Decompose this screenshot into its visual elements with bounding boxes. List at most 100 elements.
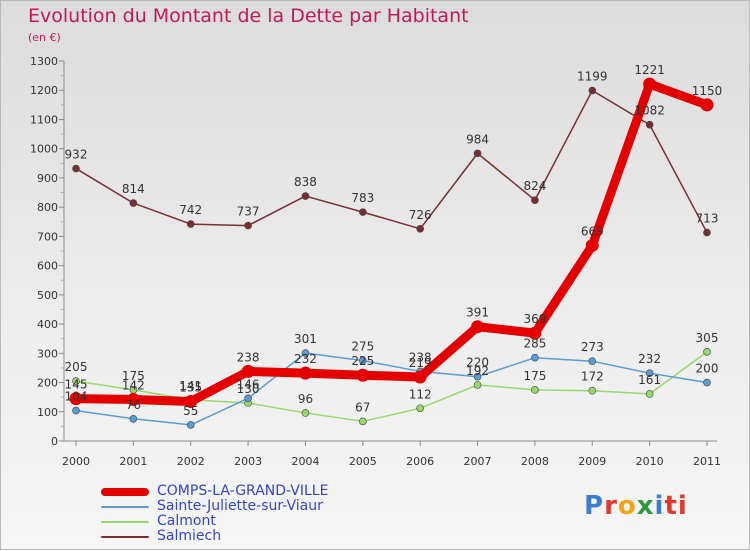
- data-point: [359, 417, 367, 426]
- legend-item: COMPS-LA-GRAND-VILLE: [101, 484, 328, 499]
- x-tick-label: 2000: [62, 455, 90, 468]
- x-tick-label: 2007: [464, 455, 492, 468]
- data-label: 96: [298, 392, 313, 406]
- x-tick-label: 2004: [291, 455, 319, 468]
- data-point: [72, 164, 80, 173]
- data-point: [186, 421, 195, 429]
- data-point: [301, 349, 310, 357]
- data-label: 135: [179, 381, 202, 395]
- data-label: 1150: [692, 84, 723, 98]
- data-point: [126, 392, 140, 406]
- legend-swatch: [101, 535, 149, 538]
- y-tick-label: 700: [37, 230, 58, 243]
- data-point: [416, 404, 424, 413]
- data-point: [473, 372, 482, 381]
- data-point: [473, 149, 482, 158]
- data-label: 55: [183, 404, 198, 418]
- data-label: 142: [122, 378, 145, 392]
- legend-swatch: [101, 505, 149, 508]
- data-label: 301: [294, 332, 317, 346]
- series-line: [75, 352, 708, 426]
- data-label: 713: [696, 212, 719, 226]
- y-tick-label: 100: [37, 406, 58, 419]
- data-point: [528, 326, 542, 340]
- data-label: 238: [237, 350, 260, 364]
- data-point: [244, 221, 252, 230]
- x-tick-label: 2008: [521, 455, 549, 468]
- legend-label: Sainte-Juliette-sur-Viaur: [157, 498, 323, 514]
- data-point: [645, 390, 654, 398]
- data-label: 1199: [577, 70, 608, 84]
- y-tick-label: 800: [37, 201, 58, 214]
- data-label: 824: [523, 179, 546, 193]
- data-point: [184, 395, 198, 409]
- data-point: [72, 406, 80, 415]
- y-tick-label: 1100: [30, 113, 58, 126]
- data-point: [700, 98, 714, 112]
- y-tick-label: 200: [37, 377, 58, 390]
- data-label: 175: [122, 369, 145, 383]
- legend: COMPS-LA-GRAND-VILLE Sainte-Juliette-sur…: [101, 484, 328, 544]
- y-tick-label: 500: [37, 289, 58, 302]
- data-label: 145: [65, 378, 88, 392]
- data-point: [643, 77, 657, 91]
- data-label: 238: [409, 350, 432, 364]
- legend-label: COMPS-LA-GRAND-VILLE: [157, 483, 329, 499]
- data-label: 285: [523, 337, 546, 351]
- data-point: [241, 364, 255, 378]
- data-label: 742: [179, 203, 202, 217]
- data-label: 192: [466, 364, 489, 378]
- data-label: 783: [351, 191, 374, 205]
- data-point: [244, 394, 252, 403]
- data-point: [645, 369, 654, 377]
- data-point: [301, 192, 310, 200]
- x-tick-label: 2002: [177, 455, 205, 468]
- data-label: 225: [351, 354, 374, 368]
- data-label: 737: [237, 205, 260, 219]
- legend-swatch: [101, 487, 149, 496]
- data-point: [186, 220, 195, 228]
- data-label: 161: [638, 373, 661, 387]
- data-label: 112: [409, 387, 432, 401]
- data-label: 391: [466, 306, 489, 320]
- data-point: [129, 199, 138, 207]
- x-tick-label: 2010: [636, 455, 664, 468]
- x-tick-label: 2006: [406, 455, 434, 468]
- data-label: 1082: [634, 104, 665, 118]
- data-label: 146: [237, 377, 260, 391]
- data-label: 141: [179, 379, 202, 393]
- data-label: 175: [523, 369, 546, 383]
- y-tick-label: 1000: [30, 143, 58, 156]
- legend-item: Salmiech: [101, 529, 328, 544]
- data-label: 305: [696, 331, 719, 345]
- data-label: 130: [237, 382, 260, 396]
- data-point: [531, 386, 539, 394]
- data-point: [72, 377, 80, 385]
- legend-item: Calmont: [101, 514, 328, 529]
- y-tick-label: 1300: [30, 55, 58, 68]
- data-label: 220: [466, 356, 489, 370]
- data-label: 984: [466, 132, 489, 146]
- data-point: [588, 86, 597, 95]
- data-label: 67: [355, 400, 370, 414]
- data-point: [531, 353, 539, 362]
- data-point: [416, 224, 424, 233]
- data-label: 232: [638, 352, 661, 366]
- data-point: [585, 238, 599, 252]
- data-label: 1221: [634, 63, 665, 77]
- data-point: [298, 366, 312, 380]
- y-tick-label: 600: [37, 260, 58, 273]
- y-tick-label: 1200: [30, 84, 58, 97]
- data-label: 275: [351, 340, 374, 354]
- legend-swatch: [101, 520, 149, 523]
- data-point: [588, 357, 597, 366]
- y-tick-label: 400: [37, 318, 58, 331]
- data-label: 219: [409, 356, 432, 370]
- data-point: [356, 368, 370, 382]
- x-tick-label: 2011: [693, 455, 721, 468]
- data-point: [703, 378, 711, 387]
- x-tick-label: 2005: [349, 455, 377, 468]
- series-line: [75, 89, 708, 234]
- data-point: [645, 120, 654, 129]
- data-point: [359, 356, 367, 365]
